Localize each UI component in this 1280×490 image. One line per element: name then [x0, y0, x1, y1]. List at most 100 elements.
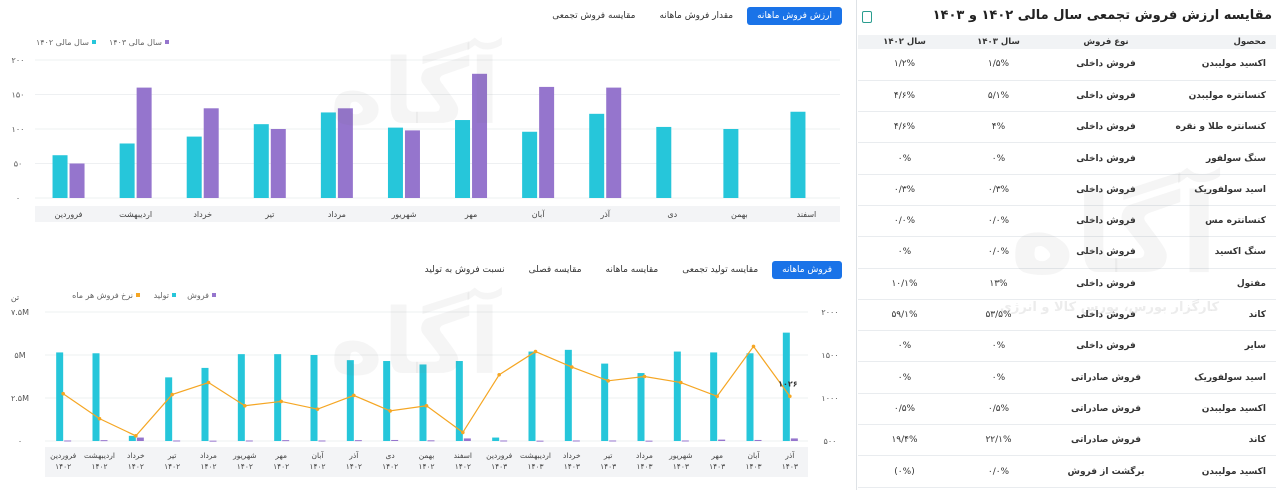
bar-1402: [455, 120, 471, 198]
bar-production: [274, 354, 282, 441]
cell-sale-type: فروش داخلی: [1046, 299, 1166, 332]
x-axis-band: [45, 447, 808, 477]
legend-swatch-1403: [165, 40, 169, 44]
cell-1402: ۴/۶%: [858, 111, 951, 144]
x-tick-label-year: ۱۴۰۲: [382, 462, 398, 471]
bar-1403: [270, 129, 286, 198]
bar-production: [128, 435, 136, 441]
rate-point: [170, 392, 174, 397]
header-year-1402[interactable]: سال ۱۴۰۲: [858, 35, 951, 49]
x-tick-label: دی: [386, 451, 395, 460]
table-row: اسید سولفوریک فروش داخلی ۰/۳% ۰/۳%: [858, 174, 1276, 206]
cell-sale-type: فروش داخلی: [1046, 80, 1166, 113]
rate-point: [715, 394, 719, 399]
rate-point: [533, 349, 538, 354]
table-header-row: محصول نوع فروش سال ۱۴۰۳ سال ۱۴۰۲: [858, 35, 1276, 49]
bar-1402: [52, 155, 68, 198]
cell-1403: ۰/۰%: [951, 205, 1046, 238]
cell-1403: ۱/۵%: [951, 49, 1046, 81]
table-row: سایر فروش داخلی ۰% ۰%: [858, 330, 1276, 363]
legend-swatch-sales: [212, 293, 216, 297]
cell-1402: ۴/۶%: [858, 80, 951, 113]
rate-point: [279, 399, 283, 404]
x-tick-label: اسفند: [454, 451, 472, 460]
tab-sales-production-ratio[interactable]: نسبت فروش به تولید: [424, 265, 505, 275]
table-row: کنسانتره مس فروش داخلی ۰/۰% ۰/۰%: [858, 205, 1276, 238]
bar-sales: [718, 439, 726, 441]
x-tick-label: تیر: [264, 210, 274, 219]
table-row: کاند فروش داخلی ۵۳/۵% ۵۹/۱%: [858, 299, 1276, 332]
y-tick-label: ۰: [16, 194, 20, 203]
panel-border: [856, 0, 1280, 490]
bar-production: [673, 351, 681, 441]
rate-point: [206, 380, 211, 385]
bar-production: [782, 332, 790, 441]
cell-sale-type: فروش داخلی: [1046, 236, 1166, 269]
cell-sale-type: فروش داخلی: [1046, 205, 1166, 238]
bar-production: [310, 355, 318, 441]
tab-monthly-comparison[interactable]: مقایسه ماهانه: [605, 265, 659, 275]
bar-sales: [282, 440, 290, 442]
x-tick-label: آبان: [532, 209, 546, 219]
cell-1402: ۰/۳%: [858, 174, 951, 206]
cell-1403: ۱۳%: [951, 268, 1046, 300]
legend-label-1402: سال مالی ۱۴۰۲: [36, 38, 89, 47]
bar-production: [56, 352, 64, 441]
x-tick-label-year: ۱۴۰۲: [418, 462, 434, 471]
x-tick-label-year: ۱۴۰۲: [346, 462, 362, 471]
excel-export-icon[interactable]: [862, 11, 872, 23]
legend-swatch-rate: [136, 293, 140, 297]
x-tick-label: اردیبهشت: [520, 451, 551, 460]
y-right-tick-label: ۱۰۰۰: [821, 394, 838, 403]
bar-1402: [790, 111, 806, 198]
cell-product: سنگ اکسید: [1166, 236, 1276, 269]
rate-point: [315, 407, 320, 411]
legend-label-1403: سال مالی ۱۴۰۳: [109, 38, 162, 47]
bar-1402: [656, 126, 672, 198]
x-tick-label-year: ۱۴۰۳: [636, 462, 652, 471]
cumulative-sales-panel: مقایسه ارزش فروش تجمعی سال مالی ۱۴۰۲ و ۱…: [856, 0, 1280, 490]
cell-1403: ۲۲/۱%: [951, 424, 1046, 457]
cell-sale-type: فروش صادراتی: [1046, 361, 1166, 394]
table-row: اکسید مولیبدن فروش داخلی ۱/۵% ۱/۲%: [858, 49, 1276, 81]
rate-point: [788, 394, 792, 399]
x-tick-label: اردیبهشت: [119, 210, 152, 219]
legend-label-rate: نرخ فروش هر ماه: [72, 291, 133, 300]
cell-1402: ۰/۵%: [858, 393, 951, 426]
tab-seasonal-comparison[interactable]: مقایسه فصلی: [528, 265, 582, 275]
tab-monthly-sales-value[interactable]: ارزش فروش ماهانه: [747, 7, 842, 25]
tab-cumulative-sales[interactable]: مقایسه فروش تجمعی: [552, 11, 636, 21]
bar-1402: [119, 143, 135, 198]
bar-sales: [354, 440, 362, 442]
bar-1403: [136, 87, 152, 198]
cell-product: اکسید مولیبدن: [1166, 393, 1276, 426]
bar-production: [383, 361, 391, 441]
rate-point: [497, 372, 501, 377]
tab-monthly-sales-quantity[interactable]: مقدار فروش ماهانه: [659, 11, 734, 21]
header-year-1403[interactable]: سال ۱۴۰۳: [951, 35, 1046, 49]
x-tick-label: دی: [667, 210, 677, 219]
header-product[interactable]: محصول: [1166, 35, 1276, 49]
cell-1403: ۰/۰%: [951, 455, 1046, 488]
rate-point: [679, 380, 683, 385]
bar-sales: [64, 440, 72, 442]
x-tick-label: شهریور: [668, 451, 692, 460]
cell-sale-type: فروش صادراتی: [1046, 424, 1166, 457]
cell-1402: ۰%: [858, 236, 951, 269]
x-tick-label: مهر: [710, 451, 723, 460]
y-tick-label: ۱۰۰: [12, 125, 25, 134]
bar-production: [92, 353, 100, 441]
tab-monthly-sales[interactable]: فروش ماهانه: [772, 261, 842, 279]
charts-panel: ارزش فروش ماهانه مقدار فروش ماهانه مقایس…: [11, 7, 842, 477]
x-tick-label: مرداد: [200, 451, 217, 460]
bar-production: [201, 367, 209, 441]
x-tick-label: شهریور: [232, 451, 256, 460]
y-tick-label: ۵۰: [14, 160, 23, 169]
cell-sale-type: فروش داخلی: [1046, 330, 1166, 363]
tab-cumulative-production[interactable]: مقایسه تولید تجمعی: [682, 265, 759, 275]
x-tick-label: اسفند: [797, 210, 817, 219]
bar-production: [746, 353, 754, 441]
cell-1403: ۰/۳%: [951, 174, 1046, 206]
header-sale-type[interactable]: نوع فروش: [1046, 35, 1166, 49]
table-row: اکسید مولیبدن فروش صادراتی ۰/۵% ۰/۵%: [858, 393, 1276, 426]
